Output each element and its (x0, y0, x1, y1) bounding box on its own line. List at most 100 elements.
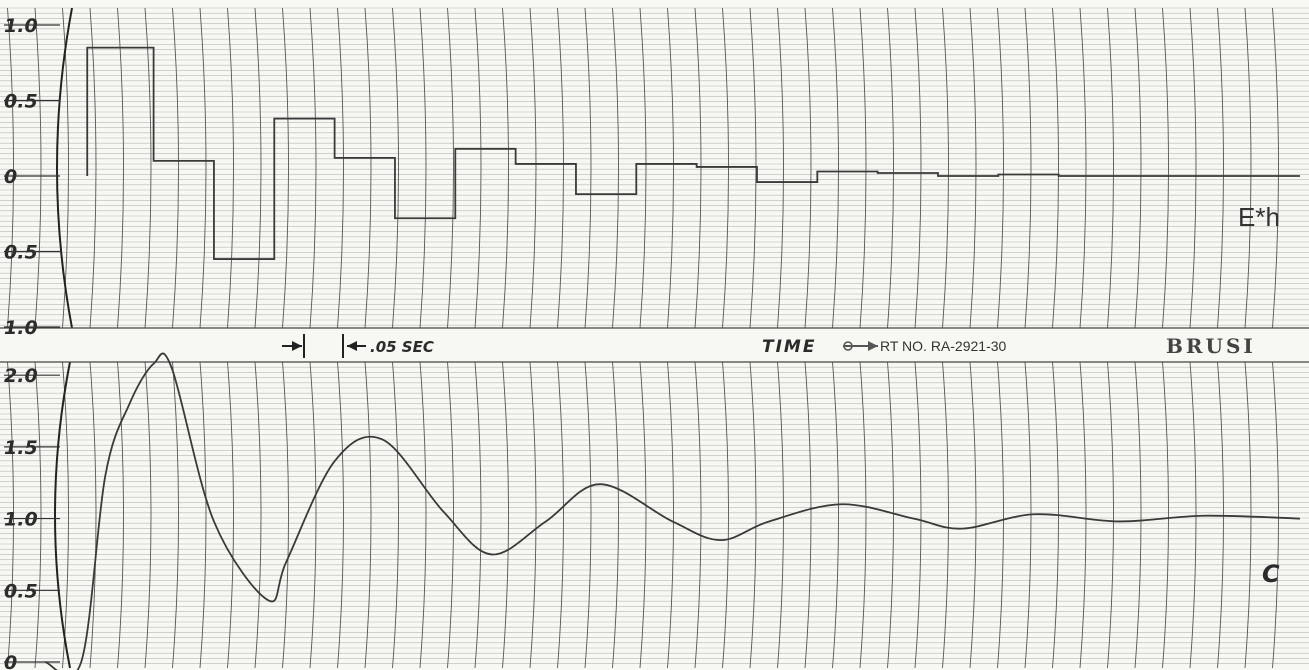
time-marker-label: .05 SEC (370, 338, 434, 356)
grid-line-vertical (199, 7, 207, 329)
grid-line-vertical (1189, 361, 1197, 669)
grid-line-vertical (309, 7, 317, 329)
grid-line-vertical (914, 7, 922, 329)
bottom-y-tick-label: 2.0 (4, 365, 38, 387)
grid-line-vertical (639, 7, 647, 329)
grid-line-vertical (502, 7, 509, 329)
grid-line-vertical (1244, 7, 1252, 329)
grid-line-vertical (859, 361, 867, 669)
grid-line-vertical (1272, 7, 1279, 329)
grid-line-vertical (199, 361, 207, 669)
grid-line-vertical (337, 7, 344, 329)
grid-line-vertical (1162, 7, 1169, 329)
top-y-tick-label: 0.5 (4, 91, 38, 113)
series-label-c: C (1262, 560, 1280, 588)
grid-line-vertical (1162, 361, 1169, 669)
grid-line-vertical (447, 361, 454, 669)
bottom-y-tick-label: 0 (4, 652, 17, 670)
grid-line-vertical (1134, 361, 1142, 669)
grid-line-vertical (89, 361, 97, 669)
grid-line-vertical (804, 361, 812, 669)
grid-line-vertical (887, 7, 894, 329)
grid-line-vertical (1244, 361, 1252, 669)
grid-line-vertical (557, 7, 564, 329)
grid-line-vertical (887, 361, 894, 669)
grid-line-vertical (777, 361, 784, 669)
top-y-tick-label: 1.0 (4, 317, 38, 339)
grid-line-vertical (914, 361, 922, 669)
grid-line-vertical (1217, 7, 1224, 329)
top-panel: 1.0 0.5 0 0.5 1.0 E*h (4, 15, 1300, 339)
grid-line-vertical (749, 361, 757, 669)
grid-line-vertical (667, 361, 674, 669)
bottom-y-axis-ticks: 2.0 1.5 1.0 0.5 0 (4, 365, 60, 670)
grid-line-vertical (1134, 7, 1142, 329)
grid-line-vertical (144, 361, 152, 669)
grid-line-vertical (804, 7, 812, 329)
grid-line-vertical (7, 7, 14, 329)
grid-line-vertical (364, 7, 372, 329)
grid-line-vertical (309, 361, 317, 669)
grid-line-vertical (529, 361, 537, 669)
grid-line-vertical (584, 7, 592, 329)
grid-line-vertical (859, 7, 867, 329)
grid-line-vertical (62, 361, 69, 669)
grid-line-vertical (1079, 361, 1087, 669)
eh-step-trace (86, 46, 1300, 260)
grid-line-vertical (392, 7, 399, 329)
grid-line-vertical (529, 7, 537, 329)
grid-line-vertical (502, 361, 509, 669)
brand-name: BRUSI (1166, 334, 1256, 358)
grid-line-vertical (419, 361, 427, 669)
grid-line-vertical (172, 361, 179, 669)
grid-line-vertical (474, 7, 482, 329)
top-y-tick-label: 0 (4, 166, 17, 188)
grid-line-vertical (1052, 7, 1059, 329)
grid-line-vertical (254, 7, 262, 329)
grid-line-vertical (557, 361, 564, 669)
grid-line-vertical (364, 361, 372, 669)
grid-line-vertical (117, 361, 124, 669)
grid-line-vertical (997, 7, 1004, 329)
grid-line-vertical (722, 7, 729, 329)
time-strip: .05 SEC TIME RT NO. RA-2921-30 BRUSI (0, 332, 1309, 360)
grid-line-vertical (337, 361, 344, 669)
chart-number: RT NO. RA-2921-30 (880, 338, 1007, 354)
top-y-tick-label: 0.5 (4, 242, 38, 264)
grid-line-vertical (612, 361, 619, 669)
grid-line-vertical (777, 7, 784, 329)
bottom-y-tick-label: 1.0 (4, 509, 38, 531)
grid-line-vertical (34, 7, 42, 329)
bottom-y-tick-label: 0.5 (4, 580, 38, 602)
grid-line-vertical (667, 7, 674, 329)
grid-line-vertical (1107, 7, 1114, 329)
top-y-axis-ticks: 1.0 0.5 0 0.5 1.0 (4, 15, 60, 339)
grid-line-vertical (722, 361, 729, 669)
grid-line-vertical (1107, 361, 1114, 669)
grid-line-vertical (1272, 361, 1279, 669)
grid-line-vertical (117, 7, 124, 329)
grid-line-vertical (172, 7, 179, 329)
grid-line-vertical (254, 361, 262, 669)
grid-line-vertical (942, 7, 949, 329)
bottom-y-tick-label: 1.5 (4, 437, 38, 459)
grid-line-vertical (392, 361, 399, 669)
grid-line-vertical (282, 361, 289, 669)
grid-line-vertical (694, 361, 702, 669)
series-label-eh-text: E*h (1238, 202, 1280, 232)
grid-line-vertical (419, 7, 427, 329)
grid-line-vertical (942, 361, 949, 669)
grid-line-vertical (584, 361, 592, 669)
time-arrow-icon (843, 341, 878, 351)
grid-line-vertical (447, 7, 454, 329)
grid-line-vertical (832, 361, 839, 669)
bottom-panel: 2.0 1.5 1.0 0.5 0 C (4, 352, 1301, 670)
bottom-axis-arc (54, 361, 71, 669)
grid-line-vertical (227, 361, 234, 669)
grid-line-vertical (89, 7, 97, 329)
c-response-trace (44, 352, 1301, 670)
grid-line-vertical (227, 7, 234, 329)
grid-line-vertical (34, 361, 42, 669)
